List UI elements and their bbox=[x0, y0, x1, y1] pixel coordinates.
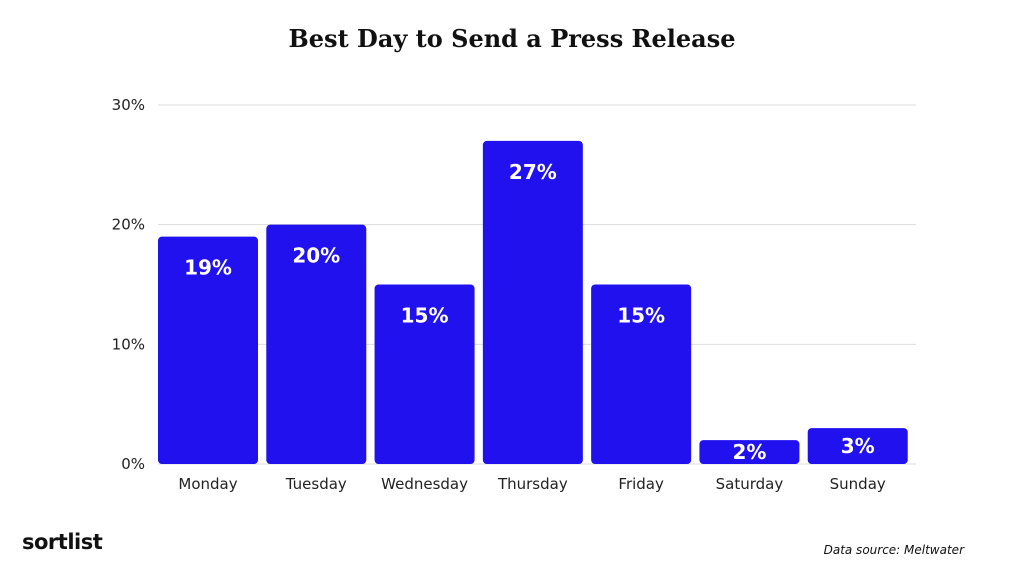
bar-monday bbox=[158, 236, 258, 464]
x-tick-label: Friday bbox=[618, 475, 664, 493]
y-tick-label: 30% bbox=[112, 96, 145, 114]
brand-logo: sortlist bbox=[22, 530, 103, 554]
data-label: 20% bbox=[292, 244, 340, 268]
data-label: 15% bbox=[617, 304, 665, 328]
labels: 0% 10% 20% 30% 19% Monday 20% Tuesday 15% Wednesd… bbox=[112, 96, 886, 493]
data-label: 27% bbox=[509, 160, 557, 184]
y-tick-label: 20% bbox=[112, 216, 145, 234]
y-tick-label: 10% bbox=[112, 335, 145, 353]
bar-wednesday bbox=[374, 284, 475, 464]
data-source-note: Data source: Meltwater bbox=[823, 543, 964, 557]
x-tick-label: Sunday bbox=[830, 475, 886, 493]
bar-saturday bbox=[699, 440, 800, 464]
bar-tuesday bbox=[266, 224, 367, 464]
x-tick-label: Monday bbox=[178, 475, 237, 493]
data-label: 15% bbox=[401, 304, 449, 328]
x-tick-label: Wednesday bbox=[381, 475, 468, 493]
x-tick-label: Tuesday bbox=[285, 475, 347, 493]
bar-sunday bbox=[807, 428, 908, 464]
y-tick-label: 0% bbox=[121, 455, 145, 473]
x-tick-label: Saturday bbox=[716, 475, 784, 493]
data-label: 2% bbox=[732, 440, 766, 464]
data-label: 3% bbox=[841, 434, 875, 458]
x-tick-label: Thursday bbox=[497, 475, 568, 493]
chart-title: Best Day to Send a Press Release bbox=[288, 24, 736, 53]
data-label: 19% bbox=[184, 256, 232, 280]
bars bbox=[158, 140, 908, 464]
bar-friday bbox=[591, 284, 692, 464]
bar-thursday bbox=[482, 140, 583, 464]
